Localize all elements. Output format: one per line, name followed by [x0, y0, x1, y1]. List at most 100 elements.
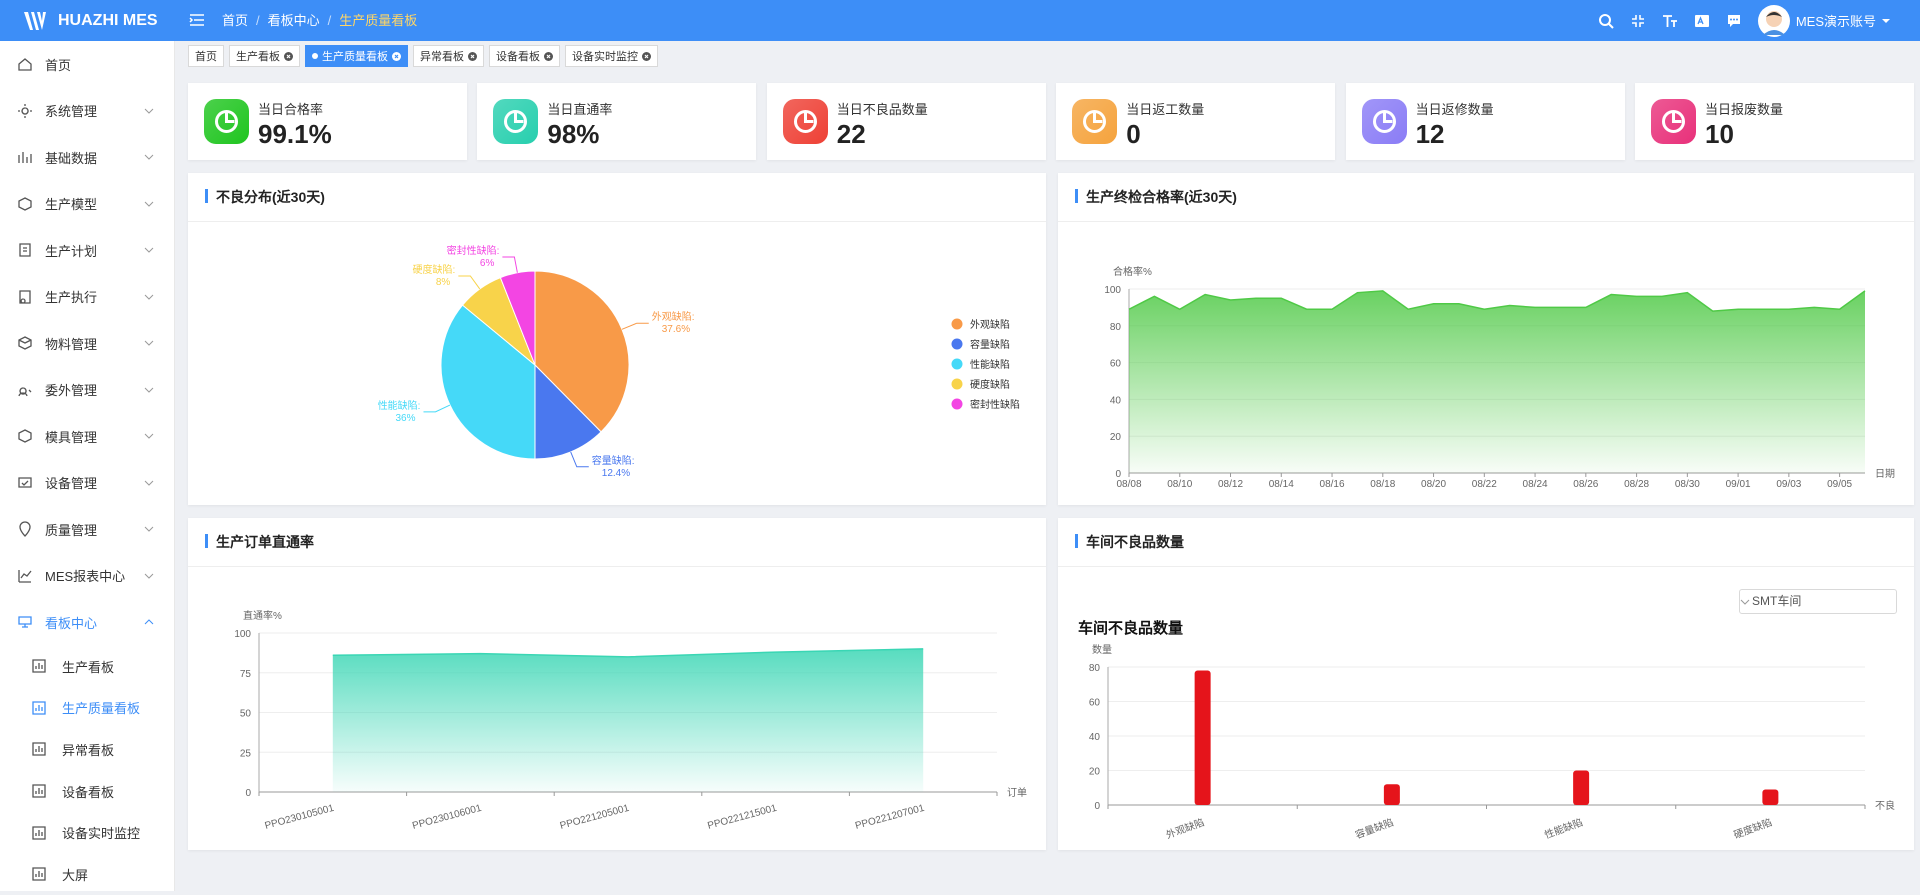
tab-close[interactable]: [544, 51, 553, 61]
breadcrumb-item[interactable]: 首页: [222, 13, 249, 28]
chevron-glyph: [144, 619, 154, 625]
tab-close[interactable]: [392, 51, 401, 61]
submenu-icon-glyph: [32, 826, 46, 840]
menu-item[interactable]: 模具管理: [0, 413, 174, 460]
legend-label[interactable]: 容量缺陷: [970, 338, 1010, 351]
tab[interactable]: 异常看板: [413, 45, 484, 67]
x-tick-label: 09/05: [1827, 479, 1852, 490]
submenu-item[interactable]: 生产质量看板: [0, 687, 174, 729]
glyph: [793, 110, 817, 133]
toolbar: MES演示账号: [1598, 0, 1890, 41]
submenu-item[interactable]: 设备实时监控: [0, 812, 174, 854]
y-tick-label: 60: [1089, 698, 1101, 709]
menu-label: 系统管理: [45, 104, 98, 120]
language-icon[interactable]: [1694, 13, 1710, 29]
tab[interactable]: 首页: [188, 45, 224, 67]
menu-icon-glyph: [18, 152, 32, 164]
menu-item[interactable]: 委外管理: [0, 367, 174, 414]
submenu-item[interactable]: 大屏: [0, 853, 174, 895]
x-tick-label: 性能缺陷: [1543, 816, 1585, 842]
menu-item[interactable]: 生产模型: [0, 181, 174, 228]
slice-value-label: 6%: [480, 258, 495, 269]
search-icon[interactable]: [1598, 13, 1614, 29]
stat-label: 当日直通率: [547, 102, 613, 117]
menu-label: 基础数据: [45, 150, 98, 166]
menu-item[interactable]: 看板中心: [0, 599, 174, 646]
tab[interactable]: 生产质量看板: [305, 45, 408, 67]
tab-label: 异常看板: [420, 51, 464, 63]
message-icon[interactable]: [1726, 13, 1742, 29]
slice-label: 密封性缺陷:: [447, 244, 500, 257]
legend-label[interactable]: 性能缺陷: [970, 358, 1010, 371]
y-tick-label: 0: [245, 788, 251, 799]
legend-swatch[interactable]: [951, 338, 963, 350]
menu-icon-glyph: [19, 521, 31, 538]
legend-label[interactable]: 外观缺陷: [970, 318, 1010, 331]
workshop-select[interactable]: SMT车间: [1739, 589, 1897, 614]
menu-toggle[interactable]: [189, 12, 205, 28]
panel-title: 生产订单直通率: [216, 534, 314, 550]
menu-label: 物料管理: [45, 336, 98, 352]
chevron-glyph: [144, 340, 154, 346]
stat-icon: [1651, 99, 1696, 144]
font-size-icon[interactable]: [1662, 13, 1678, 29]
leader-line: [423, 404, 451, 413]
tab-close[interactable]: [642, 51, 651, 61]
menu-item[interactable]: 生产执行: [0, 274, 174, 321]
menu-chevron: [144, 294, 154, 300]
submenu-label: 异常看板: [62, 742, 115, 758]
menu-item[interactable]: 物料管理: [0, 320, 174, 367]
top-bar: HUAZHI MES 首页 / 看板中心 / 生产质量看板 MES演示账号: [0, 0, 1920, 41]
legend-swatch[interactable]: [951, 358, 963, 370]
tab[interactable]: 设备实时监控: [565, 45, 658, 67]
stat-label: 当日不良品数量: [836, 102, 928, 117]
stat-card: 当日报废数量 10: [1635, 83, 1914, 160]
close-x: [644, 54, 649, 58]
chevron-glyph: [144, 294, 154, 300]
legend-label[interactable]: 密封性缺陷: [970, 398, 1020, 411]
x-axis-title: 订单: [1007, 787, 1027, 799]
panel-header: 不良分布(近30天): [188, 173, 1046, 222]
menu-chevron: [144, 154, 154, 160]
menu-item[interactable]: 系统管理: [0, 88, 174, 135]
stat-card: 当日直通率 98%: [477, 83, 757, 160]
stat-glyph: [1083, 110, 1107, 133]
legend-swatch[interactable]: [951, 318, 963, 330]
menu-item[interactable]: 首页: [0, 41, 174, 88]
legend-label[interactable]: 硬度缺陷: [970, 378, 1010, 391]
menu-item[interactable]: 基础数据: [0, 134, 174, 181]
tab[interactable]: 设备看板: [489, 45, 560, 67]
y-axis-title: 合格率%: [1113, 265, 1152, 278]
chart: 0 25 50 75 100 PPO230105001 PPO230106001 PPO221…: [234, 609, 1027, 832]
menu-chevron: [144, 433, 154, 439]
submenu-item[interactable]: 设备看板: [0, 770, 174, 812]
menu-item[interactable]: 质量管理: [0, 506, 174, 553]
menu-item[interactable]: MES报表中心: [0, 553, 174, 600]
legend-swatch[interactable]: [951, 398, 963, 410]
avatar[interactable]: [1757, 4, 1790, 37]
select-value: SMT车间: [1752, 594, 1802, 608]
menu-label: 生产执行: [45, 290, 98, 306]
legend-swatch[interactable]: [951, 378, 963, 390]
tab-close[interactable]: [284, 51, 293, 61]
submenu-item[interactable]: 生产看板: [0, 646, 174, 688]
submenu-item[interactable]: 异常看板: [0, 729, 174, 771]
y-tick-label: 60: [1110, 359, 1122, 370]
stat-card: 当日返工数量 0: [1056, 83, 1336, 160]
select-caret: [1740, 599, 1750, 605]
menu-label: 模具管理: [45, 429, 98, 445]
fullscreen-icon[interactable]: [1630, 13, 1646, 29]
menu-item[interactable]: 生产计划: [0, 227, 174, 274]
area-fill: [1129, 290, 1865, 473]
x-tick-label: 容量缺陷: [1353, 816, 1395, 842]
panel-header: 车间不良品数量: [1058, 518, 1914, 567]
user-caret[interactable]: [1882, 17, 1890, 25]
tab[interactable]: 生产看板: [229, 45, 300, 67]
user-name[interactable]: MES演示账号: [1795, 14, 1876, 29]
tab-close[interactable]: [468, 51, 477, 61]
slice-value-label: 37.6%: [662, 324, 690, 335]
menu-item[interactable]: 设备管理: [0, 460, 174, 507]
x-tick-label: 08/26: [1573, 479, 1598, 490]
stat-value: 99.1%: [258, 119, 332, 149]
breadcrumb-item[interactable]: 看板中心: [267, 13, 320, 28]
